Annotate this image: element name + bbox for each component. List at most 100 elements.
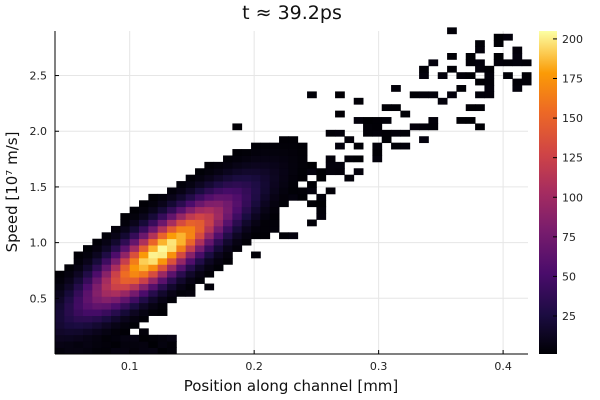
heatmap-cell (251, 174, 261, 182)
heatmap-cell (64, 264, 75, 272)
heatmap-cell (64, 334, 75, 342)
heatmap-cell (456, 117, 467, 124)
heatmap-cell (176, 200, 187, 208)
heatmap-cell (55, 347, 65, 355)
heatmap-cell (157, 251, 168, 259)
heatmap-cell (111, 264, 121, 272)
heatmap-cell (157, 257, 168, 265)
heatmap-cell (73, 309, 84, 316)
heatmap-cell (73, 264, 84, 272)
heatmap-cell (195, 251, 205, 259)
heatmap-cell (120, 232, 131, 240)
heatmap-cell (129, 213, 140, 220)
heatmap-cell (111, 289, 121, 297)
heatmap-cell (279, 161, 289, 169)
heatmap-cell (223, 155, 233, 163)
heatmap-cell (241, 225, 252, 233)
heatmap-cell (129, 283, 140, 291)
heatmap-cell (316, 213, 327, 220)
heatmap-cell (484, 72, 495, 80)
heatmap-cell (195, 187, 205, 195)
x-tick-label: 0.2 (245, 360, 263, 373)
heatmap-cell (101, 302, 112, 310)
heatmap-cell (232, 193, 243, 201)
heatmap-cell (111, 296, 121, 304)
heatmap-cell (307, 168, 317, 176)
heatmap-cell (213, 213, 224, 220)
heatmap-cell (64, 277, 75, 284)
heatmap-cell (335, 168, 345, 176)
heatmap-cell (195, 245, 205, 252)
heatmap-cell (185, 206, 196, 214)
colorbar-tick-label: 125 (562, 152, 583, 165)
heatmap-cell (251, 187, 261, 195)
heatmap-cell (260, 187, 271, 195)
y-tick-label: 2.0 (30, 125, 48, 138)
heatmap-cell (223, 257, 233, 265)
heatmap-cell (185, 251, 196, 259)
heatmap-cell (241, 200, 252, 208)
x-tick-label: 0.4 (494, 360, 512, 373)
heatmap-cell (475, 46, 485, 54)
heatmap-cell (157, 245, 168, 252)
heatmap-cell (139, 328, 149, 336)
heatmap-cell (195, 225, 205, 233)
colorbar-tick-label: 50 (562, 270, 576, 283)
y-tick-label: 2.5 (30, 70, 48, 83)
colorbar-tick-label: 75 (562, 231, 576, 244)
heatmap-cell (64, 341, 75, 348)
heatmap-cell (447, 53, 457, 60)
heatmap-cell (73, 277, 84, 284)
heatmap-cell (213, 168, 224, 176)
heatmap-cell (111, 347, 121, 355)
heatmap-cell (157, 193, 168, 201)
heatmap-cell (167, 213, 177, 220)
heatmap-cell (223, 238, 233, 246)
heatmap-cell (279, 187, 289, 195)
heatmap-cell (251, 213, 261, 220)
heatmap-cell (307, 181, 317, 188)
heatmap-cell (167, 238, 177, 246)
heatmap-cell (204, 200, 215, 208)
heatmap-cell (279, 136, 289, 144)
heatmap-cell (129, 315, 140, 323)
heatmap-cell (269, 161, 280, 169)
heatmap-cell (251, 181, 261, 188)
heatmap-cell (129, 270, 140, 278)
heatmap-cell (419, 123, 429, 131)
heatmap-cell (157, 283, 168, 291)
heatmap-cell (232, 225, 243, 233)
heatmap-cell (139, 206, 149, 214)
heatmap-cell (465, 72, 476, 80)
heatmap-cell (139, 341, 149, 348)
heatmap-cell (251, 142, 261, 150)
heatmap-cell (120, 296, 131, 304)
heatmap-cell (148, 289, 159, 297)
heatmap-cell (55, 315, 65, 323)
heatmap-cell (223, 232, 233, 240)
heatmap-cell (148, 347, 159, 355)
heatmap-cell (148, 296, 159, 304)
heatmap-cell (139, 277, 149, 284)
heatmap-cell (64, 296, 75, 304)
heatmap-cell (353, 168, 364, 176)
x-tick-label: 0.3 (370, 360, 388, 373)
heatmap-cell (260, 213, 271, 220)
heatmap-cell (92, 321, 103, 329)
heatmap-cell (120, 341, 131, 348)
heatmap-cell (111, 257, 121, 265)
heatmap-cell (139, 213, 149, 220)
heatmap-cell (92, 315, 103, 323)
heatmap-cell (279, 149, 289, 156)
heatmap-cell (157, 277, 168, 284)
heatmap-cell (129, 232, 140, 240)
heatmap-cell (381, 117, 392, 124)
heatmap-cell (83, 283, 93, 291)
heatmap-cell (92, 270, 103, 278)
heatmap-cell (279, 181, 289, 188)
heatmap-cell (176, 277, 187, 284)
heatmap-cell (223, 219, 233, 227)
heatmap-cell (260, 161, 271, 169)
heatmap-cell (120, 219, 131, 227)
